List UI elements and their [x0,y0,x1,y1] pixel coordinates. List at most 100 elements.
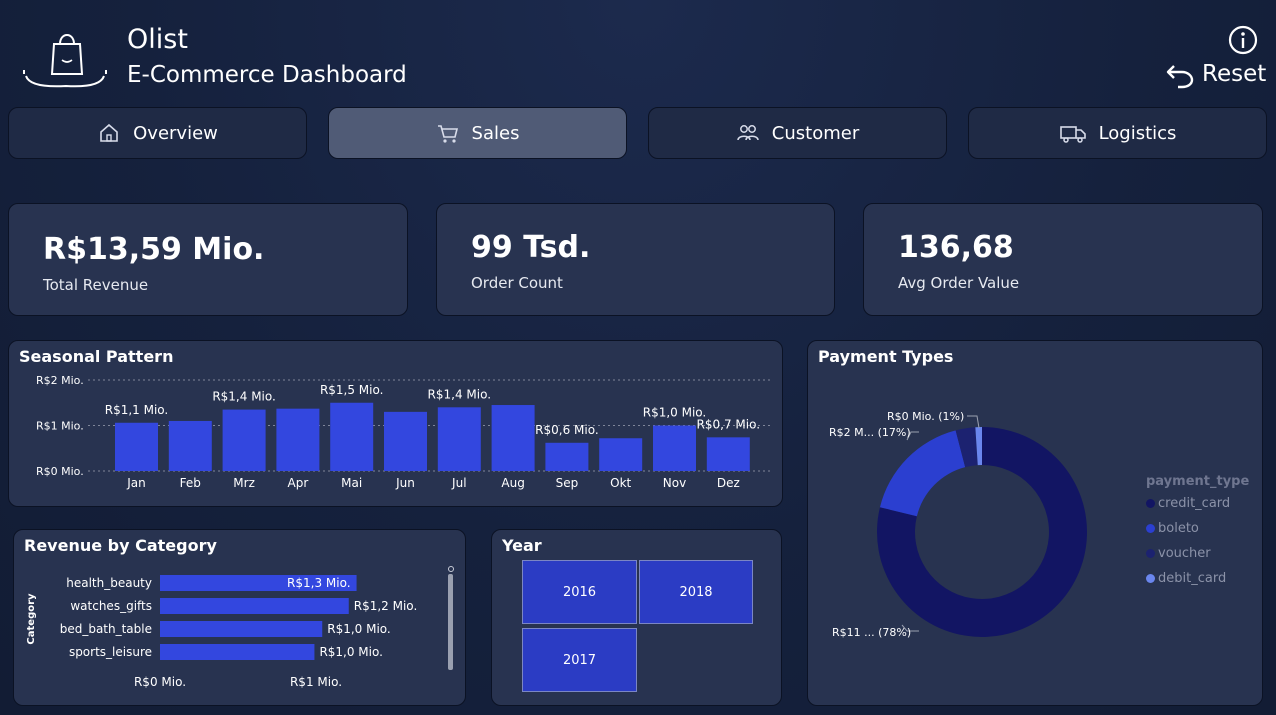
info-icon[interactable] [1227,24,1259,56]
scroll-handle-icon [448,566,454,572]
legend-item-debit-card[interactable]: debit_card [1146,571,1226,586]
payment-types-card: Payment Types [807,340,1263,706]
year-tile-2016[interactable]: 2016 [522,560,637,624]
category-title: Revenue by Category [24,536,217,555]
legend-label: debit_card [1158,571,1227,586]
x-tick-label: Aug [501,476,524,490]
reset-label: Reset [1202,61,1267,87]
kpi-label: Total Revenue [43,276,149,294]
shopping-bag-icon [23,34,107,88]
x-tick-label: Mrz [233,476,255,490]
y-tick-label: R$2 Mio. [36,374,84,387]
bar [545,442,589,471]
tab-customer[interactable]: Customer [648,107,947,159]
data-label: R$0,6 Mio. [535,423,599,437]
x-tick-label: Feb [180,476,201,490]
bar [330,402,374,471]
data-label: R$1,2 Mio. [354,599,418,613]
x-tick-label: Dez [717,476,740,490]
tab-overview-label: Overview [133,122,218,144]
data-label: R$1,4 Mio. [212,390,276,404]
slice-label: R$0 Mio. (1%) [887,410,964,423]
legend-item-boleto[interactable]: boleto [1146,521,1199,536]
kpi-value: 136,68 [898,230,1014,265]
x-tick-label: R$0 Mio. [134,675,186,689]
legend-dot [1146,499,1155,508]
scroll-thumb[interactable] [448,574,453,670]
x-tick-label: Nov [663,476,686,490]
tab-logistics-label: Logistics [1098,122,1177,144]
y-tick-label: R$1 Mio. [36,420,84,433]
home-icon [100,123,118,142]
bar [160,621,323,637]
data-label: R$1,0 Mio. [643,406,707,420]
legend-item-credit-card[interactable]: credit_card [1146,496,1230,511]
axis-label: Category [26,593,37,645]
x-tick-label: Okt [610,476,631,490]
data-label: R$1,3 Mio. [287,576,351,590]
category-label: health_beauty [66,576,152,590]
data-label: R$1,0 Mio. [327,622,391,636]
donut-slice [877,427,1087,637]
donut-slice [975,427,982,466]
bar [491,405,535,471]
tab-overview[interactable]: Overview [8,107,307,159]
bar [384,411,427,471]
x-tick-label: Sep [556,476,579,490]
truck-icon [1059,126,1086,143]
legend-label: voucher [1158,546,1211,561]
bar [115,422,158,471]
app-title: Olist [127,24,188,55]
bar [160,598,349,614]
year-tile-2017[interactable]: 2017 [522,628,637,692]
year-title: Year [502,536,542,555]
seasonal-chart: R$2 Mio. R$1 Mio. R$0 Mio. Jan R$1,1 Mio. Feb… [36,374,772,490]
leader-line [901,624,919,632]
x-tick-label: Mai [341,476,362,490]
kpi-total-revenue: R$13,59 Mio. Total Revenue [8,203,408,316]
bar [222,409,266,471]
payment-title: Payment Types [818,347,954,366]
x-tick-label: Jun [395,476,415,490]
data-label: R$1,5 Mio. [320,383,384,397]
bar [599,438,643,471]
legend-dot [1146,549,1155,558]
legend-dot [1146,524,1155,533]
x-tick-label: Jul [451,476,466,490]
payment-donut-chart: R$11 ... (78%) R$2 M... (17%) R$0 Mio. (1%… [829,410,1087,639]
tab-logistics[interactable]: Logistics [968,107,1267,159]
data-label: R$0,7 Mio. [697,417,761,431]
legend-item-voucher[interactable]: voucher [1146,546,1211,561]
legend-label: boleto [1158,521,1199,536]
bar [160,644,315,660]
slice-label: R$2 M... (17%) [829,426,911,439]
reset-button[interactable]: Reset [1164,58,1266,90]
legend-dot [1146,574,1155,583]
x-tick-label: Jan [126,476,146,490]
bar [437,407,481,471]
data-label: R$1,0 Mio. [319,645,383,659]
kpi-label: Avg Order Value [898,274,1020,292]
leader-line [906,431,919,441]
cart-icon [437,125,458,143]
year-tile-2018[interactable]: 2018 [639,560,753,624]
category-scrollbar[interactable] [446,566,454,672]
revenue-by-category-card: Revenue by Category [13,529,466,706]
category-chart: Category health_beauty R$1,3 Mio. watches_g… [26,575,418,689]
category-label: bed_bath_table [60,622,152,636]
donut-slice [879,430,966,517]
data-label: R$1,4 Mio. [428,387,492,401]
data-label: R$1,1 Mio. [105,403,169,417]
kpi-value: 99 Tsd. [471,230,591,265]
tab-customer-label: Customer [771,122,860,144]
bar [168,420,212,471]
bar [276,408,320,471]
x-tick-label: R$1 Mio. [290,675,342,689]
legend-label: credit_card [1158,496,1231,511]
tab-sales[interactable]: Sales [328,107,627,159]
category-label: watches_gifts [70,599,152,613]
kpi-value: R$13,59 Mio. [43,232,265,267]
y-tick-label: R$0 Mio. [36,465,84,478]
app-subtitle: E-Commerce Dashboard [127,62,407,88]
category-label: sports_leisure [69,645,152,659]
